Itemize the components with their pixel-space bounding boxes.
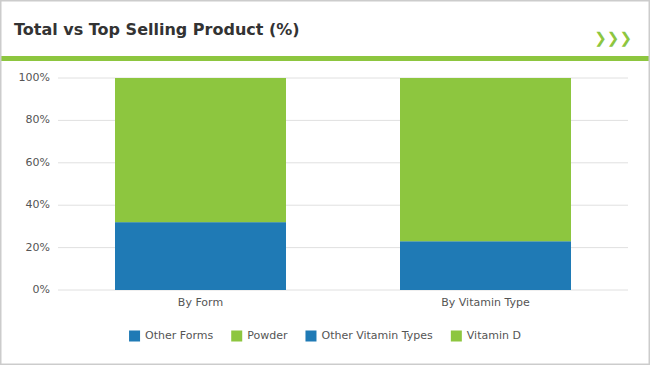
grid xyxy=(58,78,628,290)
legend-item: Other Forms xyxy=(129,329,213,342)
bars xyxy=(115,78,571,290)
legend-label: Other Vitamin Types xyxy=(321,329,433,342)
y-tick-label: 20% xyxy=(26,241,50,254)
legend-swatch xyxy=(451,331,462,342)
background xyxy=(0,0,650,365)
chart: Total vs Top Selling Product (%) ❯❯❯ 0% 20%… xyxy=(0,0,650,365)
annotation: ❯❯❯ xyxy=(594,29,632,47)
header-background xyxy=(0,0,650,56)
legend-swatch xyxy=(305,331,316,342)
y-tick-label: 60% xyxy=(26,156,50,169)
legend-label: Other Forms xyxy=(145,329,213,342)
x-tick-label: By Form xyxy=(178,296,223,309)
bar-segment xyxy=(115,222,286,290)
y-tick-label: 40% xyxy=(26,198,50,211)
bar-segment xyxy=(400,78,571,241)
y-tick-label: 80% xyxy=(26,113,50,126)
title: Total vs Top Selling Product (%) xyxy=(14,20,300,39)
bar-segment xyxy=(400,241,571,290)
y-tick-label: 0% xyxy=(33,283,50,296)
legend-item: Other Vitamin Types xyxy=(305,329,433,342)
legend: Other Forms Powder Other Vitamin Types Vita… xyxy=(129,329,521,342)
frame xyxy=(1,1,650,365)
legend-item: Vitamin D xyxy=(451,329,521,342)
bar-segment xyxy=(115,78,286,222)
header-line xyxy=(0,56,650,61)
legend-swatch xyxy=(231,331,242,342)
plot-background xyxy=(0,61,650,365)
legend-item: Powder xyxy=(231,329,288,342)
legend-label: Powder xyxy=(247,329,288,342)
legend-swatch xyxy=(129,331,140,342)
y-tick-label: 100% xyxy=(19,71,50,84)
x-tick-label: By Vitamin Type xyxy=(441,296,530,309)
legend-label: Vitamin D xyxy=(467,329,521,342)
